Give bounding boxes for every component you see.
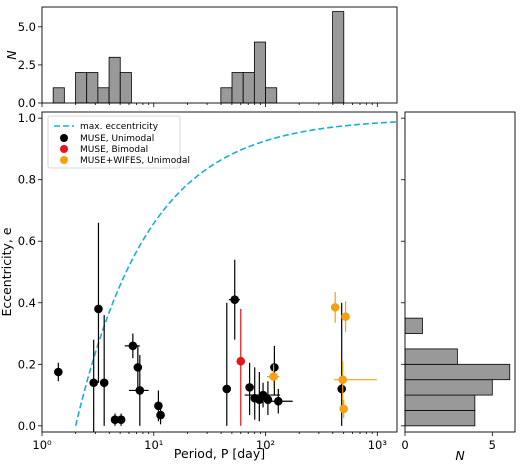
top-hist-bar (253, 41, 266, 104)
right-histogram: 0 5 N (401, 111, 516, 463)
right-hist-xtick-label: 0 (401, 438, 408, 452)
main-ytick-label: 0.0 (18, 419, 36, 433)
top-hist-bar (220, 87, 233, 104)
data-point (156, 410, 165, 420)
data-point (230, 295, 240, 304)
right-hist-xtick-label: 5 (489, 438, 496, 452)
data-point (341, 312, 350, 321)
main-scatter-plot: 10⁰ 10¹ 10² 10³ 0.0 0.2 0.4 0.6 0.8 1.0 Period, P … (0, 111, 398, 461)
data-point (94, 304, 103, 314)
top-hist-bar (75, 72, 88, 104)
main-xtick-label: 10² (256, 438, 275, 452)
data-point (110, 415, 120, 424)
data-point (89, 378, 98, 388)
data-point (263, 395, 273, 404)
data-point (269, 372, 278, 381)
right-hist-bar (404, 394, 476, 411)
data-point (116, 415, 126, 424)
top-hist-ytick-label: 0.0 (18, 96, 36, 110)
data-point (154, 401, 163, 411)
right-hist-bar (404, 410, 476, 427)
right-hist-bar (404, 363, 511, 381)
top-hist-bar (52, 87, 65, 104)
legend-swatch-series (60, 156, 68, 164)
legend-label-series: MUSE+WIFES, Unimodal (80, 156, 190, 166)
data-point (222, 384, 232, 394)
data-point (273, 396, 283, 406)
data-point (236, 356, 246, 366)
data-point (54, 367, 63, 377)
legend-label-curve: max. eccentricity (80, 122, 159, 132)
main-ytick-label: 1.0 (18, 111, 36, 125)
top-hist-bar (86, 72, 99, 104)
data-point (270, 363, 279, 372)
top-hist-ytick-label: 2.5 (18, 58, 36, 72)
top-hist-bar (231, 72, 244, 104)
top-hist-bar (119, 72, 132, 104)
right-hist-bar (404, 348, 458, 365)
top-hist-bar (97, 87, 110, 104)
top-hist-frame (41, 6, 398, 104)
max-eccentricity-curve (74, 121, 397, 427)
plot-area (54, 121, 397, 432)
legend-box (47, 115, 181, 169)
right-hist-bar (404, 317, 423, 334)
main-ytick-label: 0.4 (18, 296, 36, 310)
legend-swatch-series (60, 134, 68, 142)
main-ytick-label: 0.8 (18, 173, 36, 187)
main-xtick-label: 10³ (368, 438, 388, 452)
right-hist-xlabel: N (455, 448, 465, 463)
main-plot-frame (41, 111, 398, 433)
main-xtick-label: 10⁰ (32, 438, 52, 452)
main-ytick-label: 0.6 (18, 234, 36, 248)
legend-label-series: MUSE, Unimodal (80, 134, 154, 144)
legend-label-series: MUSE, Bimodal (80, 145, 148, 155)
top-hist-bar (242, 72, 255, 104)
data-point (135, 386, 145, 395)
top-hist-ylabel: N (4, 50, 19, 60)
top-hist-bar (265, 87, 278, 104)
data-point (245, 383, 254, 392)
data-point (339, 404, 348, 414)
top-histogram: 0.0 2.5 5.0 N (4, 6, 398, 110)
main-xtick-label: 10¹ (144, 438, 163, 452)
top-hist-bar (108, 56, 121, 104)
data-point (330, 303, 340, 312)
data-point (128, 341, 138, 351)
top-hist-ytick-label: 5.0 (18, 20, 36, 34)
data-point (338, 375, 347, 384)
right-hist-bar (404, 379, 493, 396)
data-point (99, 378, 109, 388)
main-ytick-label: 0.2 (18, 357, 36, 371)
legend-swatch-series (60, 145, 68, 153)
top-hist-bar (332, 11, 345, 104)
data-point (337, 384, 346, 394)
data-point (133, 363, 143, 372)
main-xlabel: Period, P [day] (174, 446, 265, 461)
main-ylabel: Eccentricity, e (0, 227, 14, 316)
right-hist-frame (404, 111, 516, 433)
